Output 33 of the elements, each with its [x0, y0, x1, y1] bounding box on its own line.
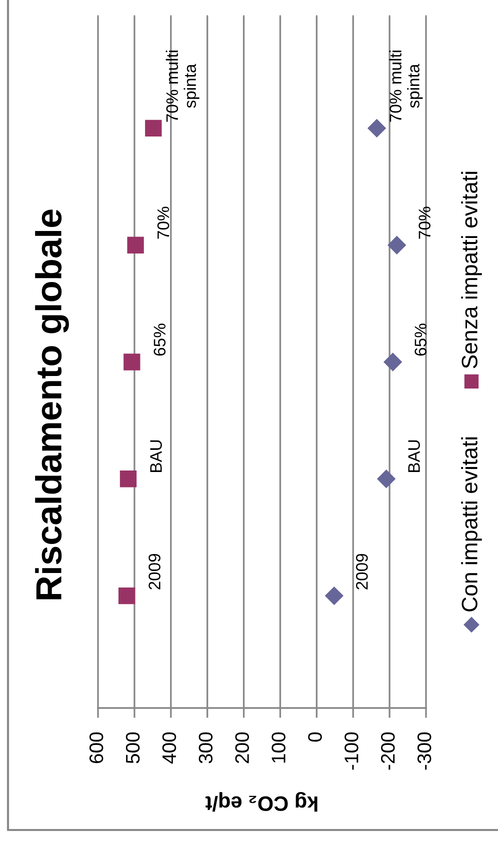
point: [124, 354, 140, 370]
x-tick-label: -200: [381, 732, 395, 770]
point: [127, 236, 144, 254]
category-label: 70% multi spinta: [166, 50, 200, 122]
x-tick-label: 400: [162, 732, 176, 764]
y-tick-label: BAU: [408, 440, 420, 472]
y-tick-label: 65%: [414, 324, 426, 356]
point: [388, 236, 406, 254]
point: [118, 587, 136, 604]
x-tick-label: 600: [89, 732, 104, 764]
category-label: 2009: [148, 554, 160, 590]
x-tick-label: 100: [272, 732, 286, 763]
point: [384, 352, 402, 372]
x-tick-label: 0: [308, 732, 322, 742]
x-tick-label: 300: [198, 732, 213, 764]
x-axis-title: kg CO₂ eq/t: [206, 792, 318, 812]
point: [145, 120, 162, 137]
x-tick-label: -300: [417, 732, 432, 770]
text: Senza impatti evitati: [461, 172, 482, 368]
point: [324, 586, 344, 606]
y-tick-label: 70%: [418, 206, 430, 239]
point: [120, 470, 137, 488]
category-label: 65%: [154, 324, 166, 356]
x-tick-label: 200: [235, 732, 249, 764]
x-tick-label: 500: [126, 732, 140, 764]
y-tick-label: 70% multi spinta: [389, 50, 423, 122]
x-tick-label: -100: [344, 732, 358, 770]
text: Con impatti evitati: [461, 437, 482, 612]
text: Riscaldamento globale: [35, 210, 69, 600]
category-label: BAU: [150, 440, 162, 472]
point: [367, 118, 386, 138]
point: [376, 470, 396, 488]
category-label: 70%: [157, 206, 170, 239]
